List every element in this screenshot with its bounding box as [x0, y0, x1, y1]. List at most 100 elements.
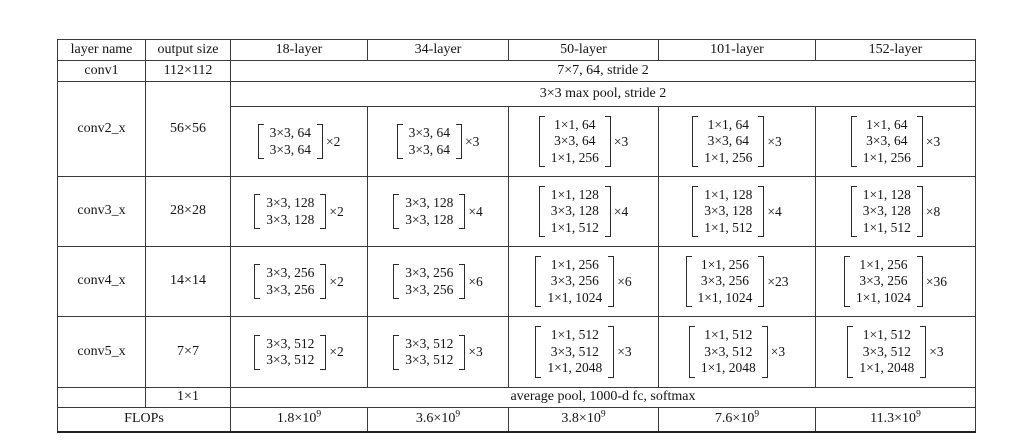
block-line: 3×3, 256 [266, 281, 315, 297]
block-line: 3×3, 64 [707, 133, 749, 149]
block-line: 3×3, 64 [269, 141, 311, 157]
flops-value-cell: 1.8×109 [230, 407, 368, 432]
block-line: 1×1, 1024 [547, 289, 603, 305]
block-cell: 1×1, 128 3×3, 128 1×1, 512 ×4 [658, 176, 816, 247]
block-multiplier: ×3 [617, 344, 632, 360]
bracket-left-icon [688, 326, 695, 378]
block-line: 1×1, 256 [859, 256, 908, 272]
block-cell: 1×1, 512 3×3, 512 1×1, 2048 ×3 [658, 316, 816, 388]
stage-row: conv4_x 14×14 3×3, 256 3×3, 256 ×2 3×3, 256 3×… [57, 246, 976, 317]
flops-value-cell: 3.6×109 [367, 407, 509, 432]
residual-block: 1×1, 512 3×3, 512 1×1, 2048 ×3 [847, 324, 944, 380]
flops-value-cell: 7.6×109 [658, 407, 816, 432]
block-line: 3×3, 512 [266, 352, 315, 367]
residual-block: 1×1, 128 3×3, 128 1×1, 512 ×4 [538, 184, 628, 240]
block-line: 1×1, 256 [862, 149, 911, 165]
avgpool-row: 1×1 average pool, 1000-d fc, softmax [57, 387, 976, 408]
header-101-layer: 101-layer [658, 39, 816, 61]
flops-label-cell: FLOPs [57, 407, 231, 432]
bracket-right-icon [608, 326, 615, 378]
block-cell: 3×3, 512 3×3, 512 ×2 [230, 316, 368, 388]
block-line: 3×3, 512 [704, 343, 753, 359]
block-lines: 3×3, 64 3×3, 64 [264, 124, 317, 159]
block-cell: 3×3, 128 3×3, 128 ×2 [230, 176, 368, 247]
block-line: 1×1, 1024 [856, 289, 911, 305]
header-152-layer: 152-layer [815, 39, 976, 61]
residual-block: 3×3, 256 3×3, 256 ×6 [393, 262, 483, 301]
block-multiplier: ×4 [767, 203, 782, 219]
bracket-left-icon [850, 185, 857, 238]
bracket-right-icon [604, 185, 611, 238]
block-multiplier: ×2 [326, 133, 341, 149]
stage-output-cell: 14×14 [145, 246, 231, 317]
stage-output-cell: 28×28 [145, 176, 231, 247]
avgpool-content-cell: average pool, 1000-d fc, softmax [230, 387, 976, 408]
block-line: 1×1, 2048 [700, 360, 756, 376]
header-18-layer: 18-layer [230, 39, 368, 61]
bracket-left-icon [254, 194, 261, 229]
block-multiplier: ×36 [925, 273, 947, 289]
block-line: 1×1, 128 [862, 186, 911, 202]
block-line: 3×3, 512 [405, 335, 454, 351]
bracket-right-icon [456, 124, 462, 159]
block-multiplier: ×3 [468, 344, 483, 360]
residual-block: 3×3, 64 3×3, 64 ×2 [257, 122, 341, 161]
block-line: 3×3, 64 [554, 133, 596, 149]
residual-block: 1×1, 256 3×3, 256 1×1, 1024 ×36 [844, 254, 947, 310]
residual-block: 1×1, 128 3×3, 128 1×1, 512 ×8 [850, 184, 940, 240]
block-line: 3×3, 256 [405, 281, 454, 297]
block-multiplier: ×2 [329, 273, 344, 289]
bracket-right-icon [317, 124, 323, 159]
block-line: 1×1, 256 [550, 149, 599, 165]
block-multiplier: ×3 [613, 133, 629, 149]
stage-output-cell: 56×56 [145, 81, 231, 177]
block-line: 3×3, 256 [859, 273, 908, 289]
flops-value-cell: 11.3×109 [815, 407, 976, 432]
block-line: 1×1, 256 [550, 256, 599, 272]
block-cell: 1×1, 64 3×3, 64 1×1, 256 ×3 [508, 106, 659, 177]
residual-block: 3×3, 256 3×3, 256 ×2 [254, 262, 344, 301]
residual-block: 1×1, 256 3×3, 256 1×1, 1024 ×23 [685, 254, 789, 310]
bracket-left-icon [850, 115, 857, 168]
block-lines: 3×3, 512 3×3, 512 [399, 335, 459, 370]
stage-blocks-row: 3×3, 64 3×3, 64 ×2 3×3, 64 3×3, 64 ×3 1×1, 64 3… [58, 106, 976, 177]
bracket-right-icon [761, 326, 768, 378]
block-lines: 1×1, 512 3×3, 512 1×1, 2048 [853, 326, 920, 378]
bracket-left-icon [393, 194, 400, 229]
block-line: 3×3, 64 [408, 141, 450, 157]
block-cell: 3×3, 64 3×3, 64 ×3 [367, 106, 509, 177]
stage-row: conv3_x 28×28 3×3, 128 3×3, 128 ×2 3×3, 128 3×… [57, 176, 976, 247]
bracket-right-icon [608, 255, 615, 308]
flops-exponent: 9 [316, 409, 322, 420]
residual-block: 3×3, 128 3×3, 128 ×4 [393, 192, 483, 231]
bracket-right-icon [459, 334, 466, 370]
header-layer-name: layer name [57, 39, 146, 61]
bracket-right-icon [758, 185, 765, 238]
block-multiplier: ×6 [617, 273, 632, 289]
bracket-right-icon [916, 255, 923, 308]
bracket-left-icon [538, 115, 545, 168]
block-line: 1×1, 256 [704, 149, 753, 165]
bracket-left-icon [396, 124, 403, 159]
stage-output-cell: 7×7 [145, 316, 231, 388]
header-row: layer name output size 18-layer 34-layer… [57, 39, 976, 61]
block-line: 1×1, 512 [704, 219, 753, 235]
block-lines: 1×1, 512 3×3, 512 1×1, 2048 [541, 326, 608, 378]
bracket-right-icon [916, 115, 923, 168]
block-cell: 3×3, 256 3×3, 256 ×6 [367, 246, 509, 317]
stage-name-cell: conv2_x [57, 81, 146, 177]
block-line: 3×3, 256 [700, 273, 749, 289]
block-cell: 1×1, 128 3×3, 128 1×1, 512 ×8 [815, 176, 976, 247]
block-lines: 1×1, 256 3×3, 256 1×1, 1024 [692, 256, 759, 308]
block-line: 1×1, 64 [554, 116, 596, 132]
residual-block: 3×3, 512 3×3, 512 ×3 [393, 333, 483, 372]
block-multiplier: ×3 [925, 133, 941, 149]
flops-value: 1.8×10 [276, 411, 317, 427]
block-line: 3×3, 128 [550, 203, 599, 219]
block-lines: 3×3, 64 3×3, 64 [403, 124, 456, 159]
stage-name-cell: conv3_x [57, 176, 146, 247]
block-line: 1×1, 512 [704, 327, 753, 343]
block-multiplier: ×4 [468, 203, 483, 219]
header-output-size: output size [145, 39, 231, 61]
block-lines: 3×3, 512 3×3, 512 [260, 335, 320, 370]
